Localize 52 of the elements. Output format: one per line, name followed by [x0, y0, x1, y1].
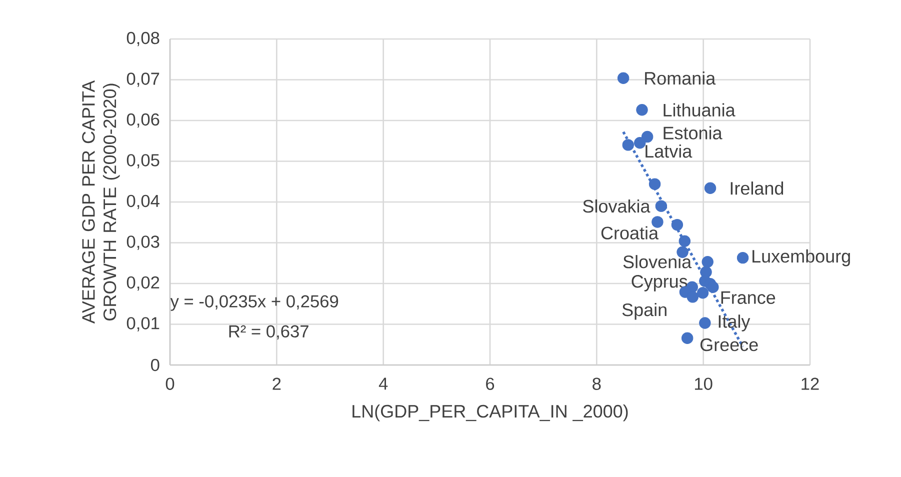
x-tick-label: 12 [802, 378, 819, 390]
annotation: Luxembourg [752, 249, 850, 266]
point [707, 281, 719, 294]
annotation: Italy [718, 314, 750, 332]
y-tick-label: 0,06 [126, 113, 160, 128]
y-tick-label: 0 [150, 358, 160, 372]
y-tick-label: 0,03 [126, 236, 160, 250]
x-tick-label: 0 [166, 378, 174, 390]
annotation: y = -0,0235x + 0,2569 [170, 295, 338, 311]
point [678, 235, 691, 247]
point [736, 252, 749, 264]
y-axis-title: AVERAGE GDP PER CAPITA GROWTH RATE (2000-2020) [82, 80, 120, 324]
annotation: Latvia [646, 144, 692, 158]
annotation: Spain [622, 302, 666, 320]
x-tick-label: 4 [378, 378, 388, 390]
y-tick-label: 0,07 [126, 72, 160, 87]
point [699, 317, 711, 329]
annotation: France [721, 291, 776, 304]
annotation: Cyprus [632, 275, 688, 292]
annotation: Romania [645, 72, 716, 85]
annotation: Ireland [730, 182, 784, 195]
x-tick-label: 6 [486, 378, 494, 390]
annotation: Croatia [601, 226, 659, 240]
point [641, 130, 654, 143]
annotation: R² = 0,637 [229, 325, 308, 340]
point [648, 178, 661, 190]
point [634, 137, 646, 149]
point [681, 332, 694, 344]
x-tick-label: 10 [695, 378, 712, 390]
point [686, 291, 699, 303]
y-tick-label: 0,08 [126, 32, 160, 46]
point [636, 104, 648, 116]
x-axis-title: LN(GDP_PER_CAPITA_IN _2000) [352, 404, 628, 422]
annotation: Lithuania [664, 103, 736, 116]
point [702, 256, 714, 268]
annotation: Greece [700, 338, 758, 352]
x-tick-label: 2 [272, 378, 281, 390]
x-tick-label: 8 [592, 378, 601, 390]
y-tick-label: 0,05 [126, 154, 160, 168]
y-tick-label: 0,02 [126, 276, 160, 291]
y-tick-label: 0,04 [126, 194, 160, 210]
point [652, 216, 664, 228]
y-tick-label: 0,01 [126, 317, 160, 332]
point [704, 182, 716, 194]
point [617, 72, 630, 84]
annotation: Slovenia [623, 255, 692, 268]
annotation: Slovakia [583, 199, 650, 213]
annotation: Estonia [664, 126, 722, 140]
point [696, 286, 709, 299]
point [622, 139, 634, 151]
point [671, 218, 684, 231]
point [655, 200, 668, 212]
